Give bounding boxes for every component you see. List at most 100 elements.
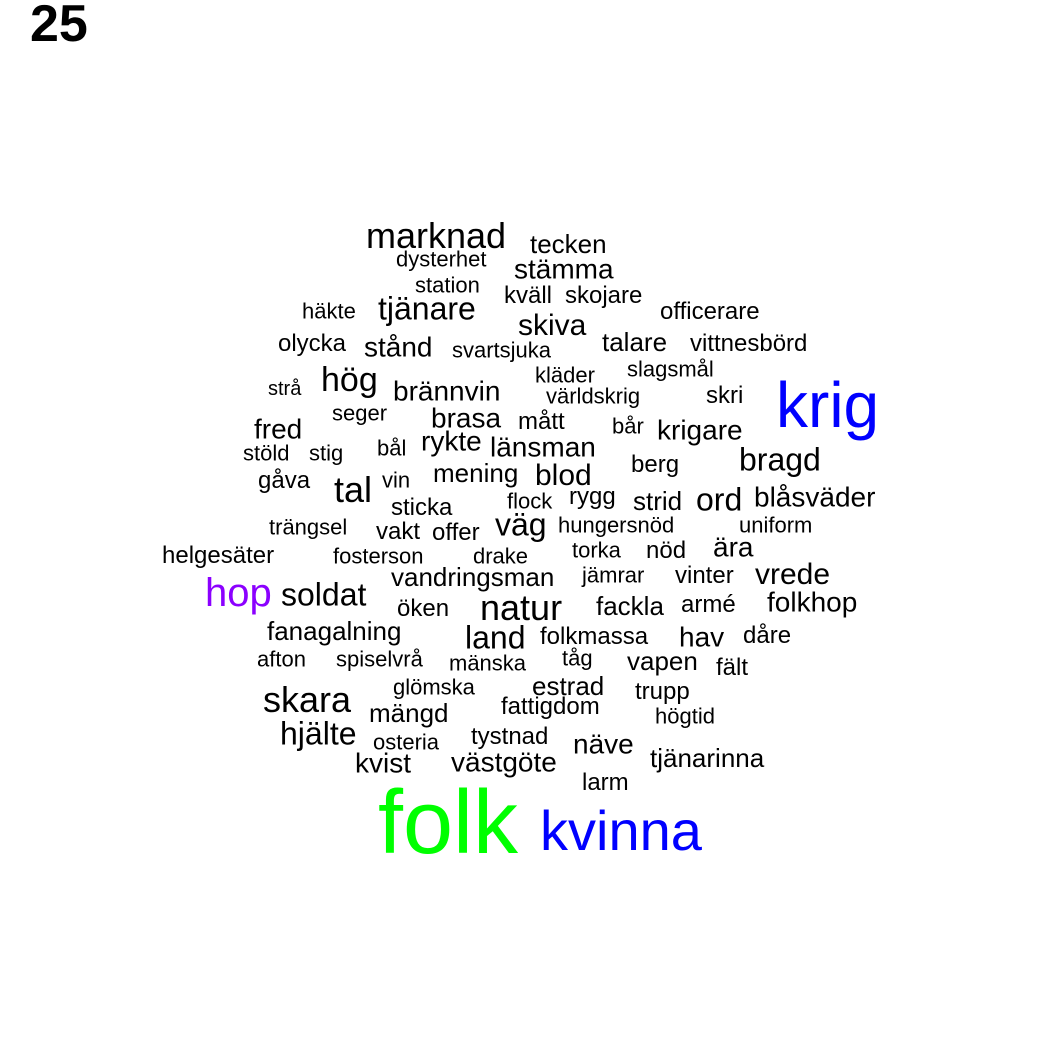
word-13: stånd (364, 331, 433, 363)
word-55: helgesäter (162, 541, 275, 569)
word-74: folkmassa (540, 622, 649, 650)
word-16: vittnesbörd (690, 329, 808, 357)
word-41: blod (535, 459, 592, 492)
word-61: vandringsman (391, 562, 555, 593)
word-58: torka (572, 537, 621, 563)
word-25: seger (332, 400, 388, 426)
word-2: tecken (530, 229, 607, 260)
word-46: ord (696, 481, 743, 518)
word-86: skara (263, 679, 352, 721)
word-75: hav (679, 621, 725, 653)
word-35: stig (309, 440, 344, 466)
word-33: länsman (490, 431, 596, 463)
word-7: skojare (565, 281, 643, 309)
word-84: estrad (532, 671, 605, 702)
word-28: bår (612, 413, 644, 439)
word-44: rygg (569, 482, 616, 510)
word-48: sticka (391, 493, 453, 521)
word-99: kvinna (540, 799, 702, 863)
word-65: hop (205, 571, 272, 615)
word-92: tystnad (471, 722, 549, 750)
word-49: trängsel (269, 514, 348, 540)
word-40: mening (433, 458, 519, 489)
word-50: vakt (376, 517, 421, 545)
word-82: fält (716, 653, 749, 681)
word-79: mänska (449, 650, 527, 676)
word-19: hög (321, 360, 378, 399)
word-94: tjänarinna (650, 743, 765, 774)
word-10: officerare (660, 297, 760, 325)
word-17: slagsmål (627, 356, 714, 382)
word-62: jämrar (582, 562, 645, 588)
word-51: offer (432, 518, 480, 546)
word-30: fred (254, 413, 303, 445)
word-21: brännvin (393, 375, 501, 407)
word-89: högtid (655, 703, 715, 729)
word-69: fackla (596, 591, 664, 622)
word-4: stämma (514, 253, 614, 285)
word-43: flock (507, 488, 553, 514)
word-54: uniform (739, 512, 813, 538)
word-73: land (465, 619, 526, 656)
word-59: nöd (646, 536, 687, 564)
word-67: öken (397, 594, 450, 622)
word-95: kvist (355, 747, 411, 779)
word-80: tåg (562, 645, 593, 671)
word-93: näve (573, 728, 634, 760)
word-3: dysterhet (396, 246, 487, 272)
word-23: skri (706, 381, 744, 409)
word-18: kläder (535, 362, 595, 388)
word-36: bragd (739, 441, 821, 478)
word-97: larm (582, 768, 629, 796)
word-76: dåre (743, 621, 792, 649)
word-96: västgöte (451, 746, 557, 778)
word-71: folkhop (767, 586, 858, 618)
word-70: armé (681, 590, 736, 618)
word-66: soldat (281, 576, 367, 613)
word-42: tal (334, 469, 373, 511)
word-53: hungersnöd (558, 512, 675, 538)
word-29: krigare (657, 414, 743, 446)
word-37: berg (631, 450, 680, 478)
word-47: blåsväder (754, 481, 876, 513)
word-8: häkte (302, 298, 356, 324)
word-85: trupp (635, 677, 690, 705)
word-12: olycka (278, 329, 347, 357)
word-52: väg (495, 506, 547, 543)
word-91: osteria (373, 729, 440, 755)
word-39: vin (382, 467, 411, 493)
word-27: mått (518, 407, 565, 435)
page-number: 25 (30, 0, 88, 53)
word-5: station (415, 272, 480, 298)
word-26: brasa (431, 402, 502, 434)
word-88: fattigdom (501, 692, 600, 720)
word-24: krig (776, 368, 880, 441)
word-14: svartsjuka (452, 337, 552, 363)
word-31: bål (377, 435, 407, 461)
word-20: strå (268, 378, 302, 400)
word-38: gåva (258, 466, 311, 494)
word-9: tjänare (378, 290, 476, 327)
word-83: glömska (393, 674, 475, 700)
word-90: hjälte (280, 715, 357, 752)
word-78: spiselvrå (336, 646, 423, 672)
word-63: vinter (675, 561, 734, 589)
word-11: skiva (518, 309, 587, 342)
word-77: afton (257, 646, 306, 672)
word-57: drake (473, 543, 529, 569)
word-6: kväll (504, 281, 553, 309)
word-72: fanagalning (267, 616, 402, 647)
word-22: världskrig (546, 383, 641, 409)
word-56: fosterson (333, 543, 424, 569)
word-32: rykte (421, 425, 482, 457)
word-64: vrede (755, 558, 831, 591)
word-68: natur (480, 587, 563, 629)
word-60: ära (713, 531, 754, 563)
word-15: talare (602, 327, 668, 358)
word-81: vapen (627, 646, 698, 677)
word-1: marknad (366, 215, 507, 257)
word-45: strid (633, 486, 683, 517)
word-87: mängd (369, 698, 449, 729)
word-98: folk (378, 773, 519, 873)
